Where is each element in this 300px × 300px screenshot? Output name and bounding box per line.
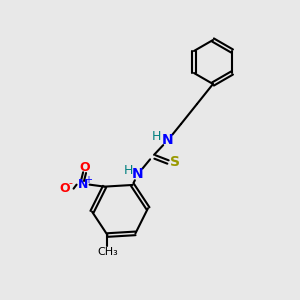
Text: N: N [77, 178, 88, 191]
Text: H: H [123, 164, 133, 176]
Text: -: - [69, 178, 73, 188]
Text: H: H [151, 130, 161, 143]
Text: O: O [59, 182, 70, 195]
Text: O: O [79, 161, 90, 174]
Text: N: N [132, 167, 144, 181]
Text: S: S [170, 155, 180, 169]
Text: CH₃: CH₃ [97, 247, 118, 257]
Text: +: + [84, 175, 92, 184]
Text: N: N [162, 133, 174, 147]
